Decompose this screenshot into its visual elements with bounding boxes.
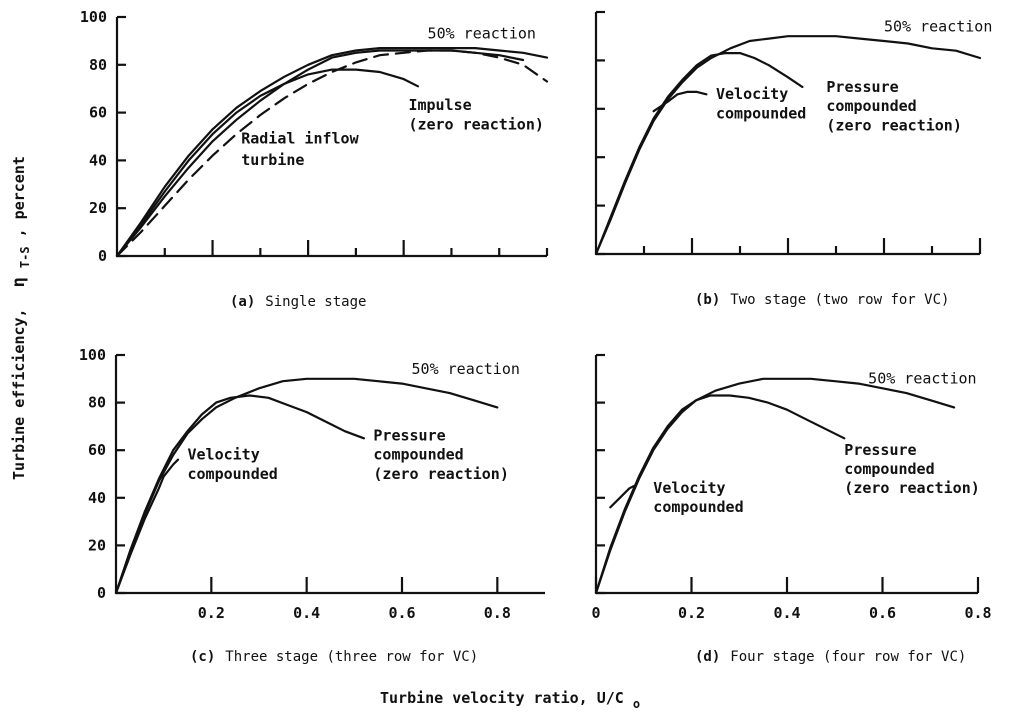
y-tick-label: 40 [89, 151, 107, 169]
y-tick-label: 60 [89, 104, 107, 122]
panel-c: 0 20 40 60 80 100 0.2 0.4 0.6 0.8 50% reaction Velo… [79, 346, 545, 665]
y-tick-label: 80 [89, 56, 107, 74]
annotation: compounded [653, 498, 743, 516]
series-line-1 [594, 35, 982, 256]
annotation: Pressure [826, 78, 898, 96]
series-line-1 [115, 47, 549, 258]
annotation: compounded [188, 465, 278, 483]
annotation: compounded [373, 446, 463, 464]
panel-b: 50% reactionVelocitycompoundedPressureco… [594, 10, 992, 308]
annotation: compounded [826, 97, 916, 115]
y-axis-title: Turbine efficiency, η T-S , percent [9, 156, 33, 480]
x-tick-label: 0.8 [484, 604, 511, 622]
annotation: (zero reaction) [408, 115, 543, 133]
annotation: compounded [844, 460, 934, 478]
y-axis-title-sub: T-S [18, 246, 32, 268]
series-line-2 [594, 52, 804, 256]
x-tick-label: 0.6 [869, 604, 896, 622]
x-tick-label: 0.6 [388, 604, 415, 622]
annotation: (zero reaction) [826, 117, 961, 135]
annotation: Radial inflow [241, 130, 359, 148]
series-line-3 [652, 90, 708, 113]
y-tick-label: 100 [79, 346, 106, 364]
y-tick-label: 0 [97, 584, 106, 602]
y-tick-label: 100 [80, 8, 107, 26]
annotation: 50% reaction [868, 370, 976, 388]
panel-caption-text: Three stage (three row for VC) [225, 649, 478, 665]
y-tick-label: 20 [88, 536, 106, 554]
x-tick-label: 0.2 [678, 604, 705, 622]
series-line-2 [114, 394, 365, 595]
panel-caption-key: (c) [190, 649, 215, 665]
panel-a: 0 20 40 60 80 100 50% reaction Impulse(zero rea… [80, 8, 549, 310]
series-line-2 [594, 394, 846, 595]
annotation: Pressure [844, 441, 916, 459]
annotation: turbine [241, 151, 304, 169]
panel-caption: (c) Three stage (three row for VC) [190, 649, 478, 665]
y-tick-label: 40 [88, 489, 106, 507]
y-tick-label: 60 [88, 441, 106, 459]
panel-d: 0 0.2 0.4 0.6 0.850% reactionVelocitycompoun… [591, 353, 992, 665]
annotation: (zero reaction) [373, 465, 508, 483]
y-axis-title-text: Turbine efficiency, [10, 308, 28, 480]
panel-caption-text: Two stage (two row for VC) [730, 292, 949, 308]
panel-caption-text: Single stage [265, 294, 366, 310]
x-tick-label: 0.2 [198, 604, 225, 622]
x-axis-title-sub: o [633, 697, 640, 711]
x-tick-label: 0.8 [964, 604, 991, 622]
annotation: 50% reaction [412, 360, 520, 378]
panel-caption-key: (a) [230, 294, 255, 310]
annotation: Velocity [188, 446, 260, 464]
annotation: compounded [716, 104, 806, 122]
y-tick-label: 20 [89, 199, 107, 217]
panel-caption-key: (d) [695, 649, 720, 665]
series-line-1 [114, 377, 499, 595]
annotation: Velocity [716, 85, 788, 103]
annotation: Velocity [653, 479, 725, 497]
panel-caption: (b) Two stage (two row for VC) [695, 292, 949, 308]
y-tick-label: 0 [98, 247, 107, 265]
x-axis-title-text: Turbine velocity ratio, U/C [380, 689, 624, 707]
annotation: (zero reaction) [844, 479, 979, 497]
series-line-4 [115, 49, 549, 258]
panel-caption-text: Four stage (four row for VC) [730, 649, 966, 665]
panel-caption: (a) Single stage [230, 294, 366, 310]
series-line-3 [609, 484, 636, 509]
y-tick-label: 80 [88, 394, 106, 412]
series-line-3 [115, 49, 525, 258]
x-tick-label: 0.4 [293, 604, 320, 622]
series-line-3 [114, 458, 180, 595]
x-axis-title: Turbine velocity ratio, U/C o [380, 689, 640, 711]
annotation: 50% reaction [884, 17, 992, 35]
panel-caption: (d) Four stage (four row for VC) [695, 649, 966, 665]
y-axis-title-symbol: η [9, 277, 29, 287]
annotation: Impulse [408, 96, 471, 114]
series-line-2 [115, 68, 420, 258]
x-tick-label: 0.4 [773, 604, 800, 622]
x-tick-label: 0 [591, 604, 600, 622]
annotation: Pressure [373, 427, 445, 445]
panel-caption-key: (b) [695, 292, 720, 308]
annotation: 50% reaction [428, 25, 536, 43]
y-axis-title-suffix: , percent [10, 156, 28, 237]
